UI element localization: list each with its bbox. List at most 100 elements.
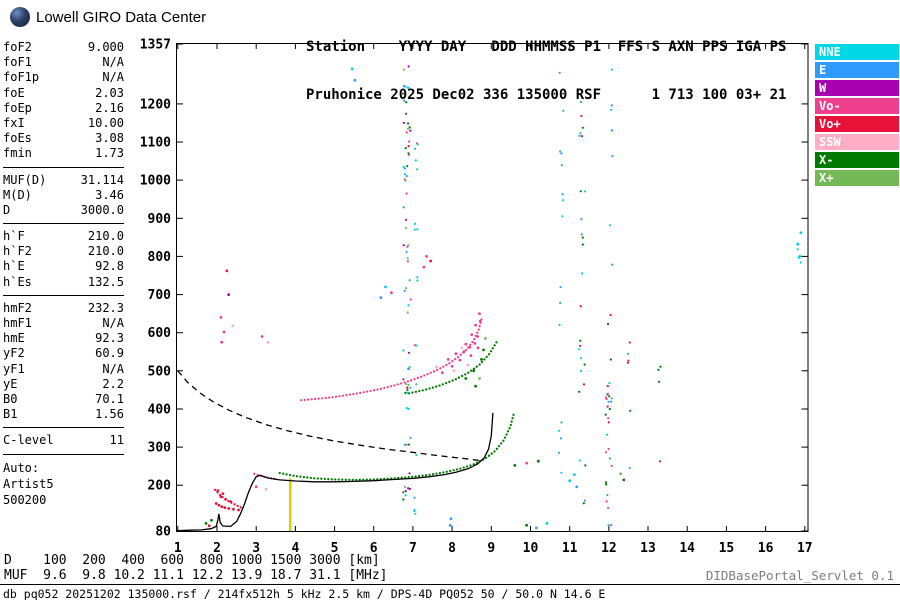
parameter-row: D 3000.0 xyxy=(3,203,124,218)
y-tick-label: 300 xyxy=(148,441,172,456)
parameter-row: yF1 N/A xyxy=(3,362,124,377)
parameter-row: foE 2.03 xyxy=(3,86,124,101)
parameter-row: yF2 60.9 xyxy=(3,346,124,361)
parameter-label: h`Es xyxy=(3,274,32,289)
trace-Es-trace xyxy=(213,488,244,510)
parameter-label: fxI xyxy=(3,115,25,130)
parameter-row: foEs 3.08 xyxy=(3,131,124,146)
auto-scaler-line: 500200 xyxy=(3,492,47,507)
y-tick-label: 600 xyxy=(148,326,172,341)
parameter-label: foF1 xyxy=(3,55,32,70)
x-tick-label: 10 xyxy=(523,541,539,556)
parameter-row: M(D) 3.46 xyxy=(3,188,124,203)
y-tick-label: 800 xyxy=(148,250,172,265)
parameter-label: MUF(D) xyxy=(3,172,47,187)
parameter-row: hmF2 232.3 xyxy=(3,301,124,316)
parameter-value: 1.56 xyxy=(95,407,124,422)
x-tick-label: 16 xyxy=(758,541,774,556)
parameter-label: h`F2 xyxy=(3,244,32,259)
parameter-value: 92.3 xyxy=(95,331,124,346)
rfi-bands xyxy=(289,65,802,531)
legend-item-e: E xyxy=(815,62,899,78)
y-tick-label: 400 xyxy=(148,403,172,418)
parameter-label: B1 xyxy=(3,407,18,422)
y-tick-label: 1200 xyxy=(140,97,171,112)
parameter-row: foF1 N/A xyxy=(3,55,124,70)
parameter-label: B0 xyxy=(3,391,18,406)
parameter-value: N/A xyxy=(102,361,124,376)
legend-item-vo: Vo- xyxy=(815,98,899,114)
x-tick-label: 12 xyxy=(601,541,617,556)
trace-X-trace xyxy=(278,411,516,482)
x-tick-label: 2 xyxy=(213,541,221,556)
parameter-label: D xyxy=(3,202,11,217)
parameter-value: 9.000 xyxy=(87,40,124,54)
parameter-label: foEp xyxy=(3,100,32,115)
parameter-label: foF2 xyxy=(3,40,32,54)
parameter-row: hmE 92.3 xyxy=(3,331,124,346)
parameter-row: hmF1 N/A xyxy=(3,316,124,331)
distance-row: D 100 200 400 600 800 1000 1500 3000 [km… xyxy=(4,553,380,568)
parameter-label: yF1 xyxy=(3,361,25,376)
parameter-row: yE 2.2 xyxy=(3,377,124,392)
parameter-label: hmF1 xyxy=(3,316,32,330)
legend-item-w: W xyxy=(815,80,899,96)
parameter-label: C-level xyxy=(3,433,54,448)
x-tick-label: 11 xyxy=(562,541,578,556)
auto-scaler-line: Artist5 xyxy=(3,476,54,491)
parameter-panel: foF2 9.000 foF1 N/A foF1p N/A foE 2.03 foEp 2.16 f… xyxy=(3,40,124,508)
parameter-row: B0 70.1 xyxy=(3,392,124,407)
x-tick-label: 1 xyxy=(174,541,182,556)
parameter-separator xyxy=(3,166,124,168)
parameter-label: hmF2 xyxy=(3,300,32,315)
parameter-value: 3000.0 xyxy=(80,202,124,217)
x-tick-label: 4 xyxy=(291,541,299,556)
plot-border xyxy=(176,43,809,532)
parameter-separator xyxy=(3,427,124,429)
legend-item-x: X- xyxy=(815,152,899,168)
status-line: db pq052 20251202 135000.rsf / 214fx512h… xyxy=(3,587,606,600)
x-tick-label: 9 xyxy=(487,541,495,556)
parameter-value: 31.114 xyxy=(80,172,124,187)
parameter-value: 60.9 xyxy=(95,346,124,361)
parameter-label: h`F xyxy=(3,229,25,244)
parameter-value: 3.08 xyxy=(95,131,124,146)
parameter-label: M(D) xyxy=(3,187,32,202)
auto-scaler-block: Auto: Artist5 500200 xyxy=(3,460,124,508)
parameter-separator xyxy=(3,453,124,455)
parameter-label: yF2 xyxy=(3,346,25,361)
x-tick-label: 5 xyxy=(331,541,339,556)
parameter-value: 232.3 xyxy=(87,300,124,315)
parameter-value: 132.5 xyxy=(87,274,124,289)
y-tick-label: 1100 xyxy=(140,136,171,151)
parameter-row: foF2 9.000 xyxy=(3,40,124,55)
parameter-label: foE xyxy=(3,85,25,100)
x-tick-label: 13 xyxy=(640,541,656,556)
parameter-row: foF1p N/A xyxy=(3,70,124,85)
parameter-label: hmE xyxy=(3,331,25,346)
trace-transmission-curve xyxy=(177,370,482,462)
echo-dots xyxy=(204,67,803,530)
parameter-label: fmin xyxy=(3,146,32,161)
x-tick-label: 6 xyxy=(370,541,378,556)
parameter-row: h`E 92.8 xyxy=(3,259,124,274)
parameter-row: h`Es 132.5 xyxy=(3,275,124,290)
parameter-value: 1.73 xyxy=(95,146,124,161)
parameter-value: 2.2 xyxy=(102,376,124,391)
parameter-row: B1 1.56 xyxy=(3,407,124,422)
muf-row: MUF 9.6 9.8 10.2 11.1 12.2 13.9 18.7 31.… xyxy=(4,568,388,583)
parameter-label: foEs xyxy=(3,131,32,146)
legend-item-ssw: SSW xyxy=(815,134,899,150)
parameter-value: 92.8 xyxy=(95,259,124,274)
parameter-row: MUF(D) 31.114 xyxy=(3,173,124,188)
echo-traces xyxy=(177,316,516,532)
auto-scaler-line: Auto: xyxy=(3,460,40,475)
parameter-row: fmin 1.73 xyxy=(3,146,124,161)
giro-logo-icon xyxy=(10,7,30,27)
x-tick-label: 15 xyxy=(719,541,735,556)
x-tick-label: 7 xyxy=(409,541,417,556)
servlet-version-label: DIDBasePortal_Servlet 0.1 xyxy=(705,568,894,583)
direction-legend: NNE E W Vo- Vo+ SSW X- X+ xyxy=(815,44,899,188)
y-tick-label: 1357 xyxy=(140,38,171,53)
